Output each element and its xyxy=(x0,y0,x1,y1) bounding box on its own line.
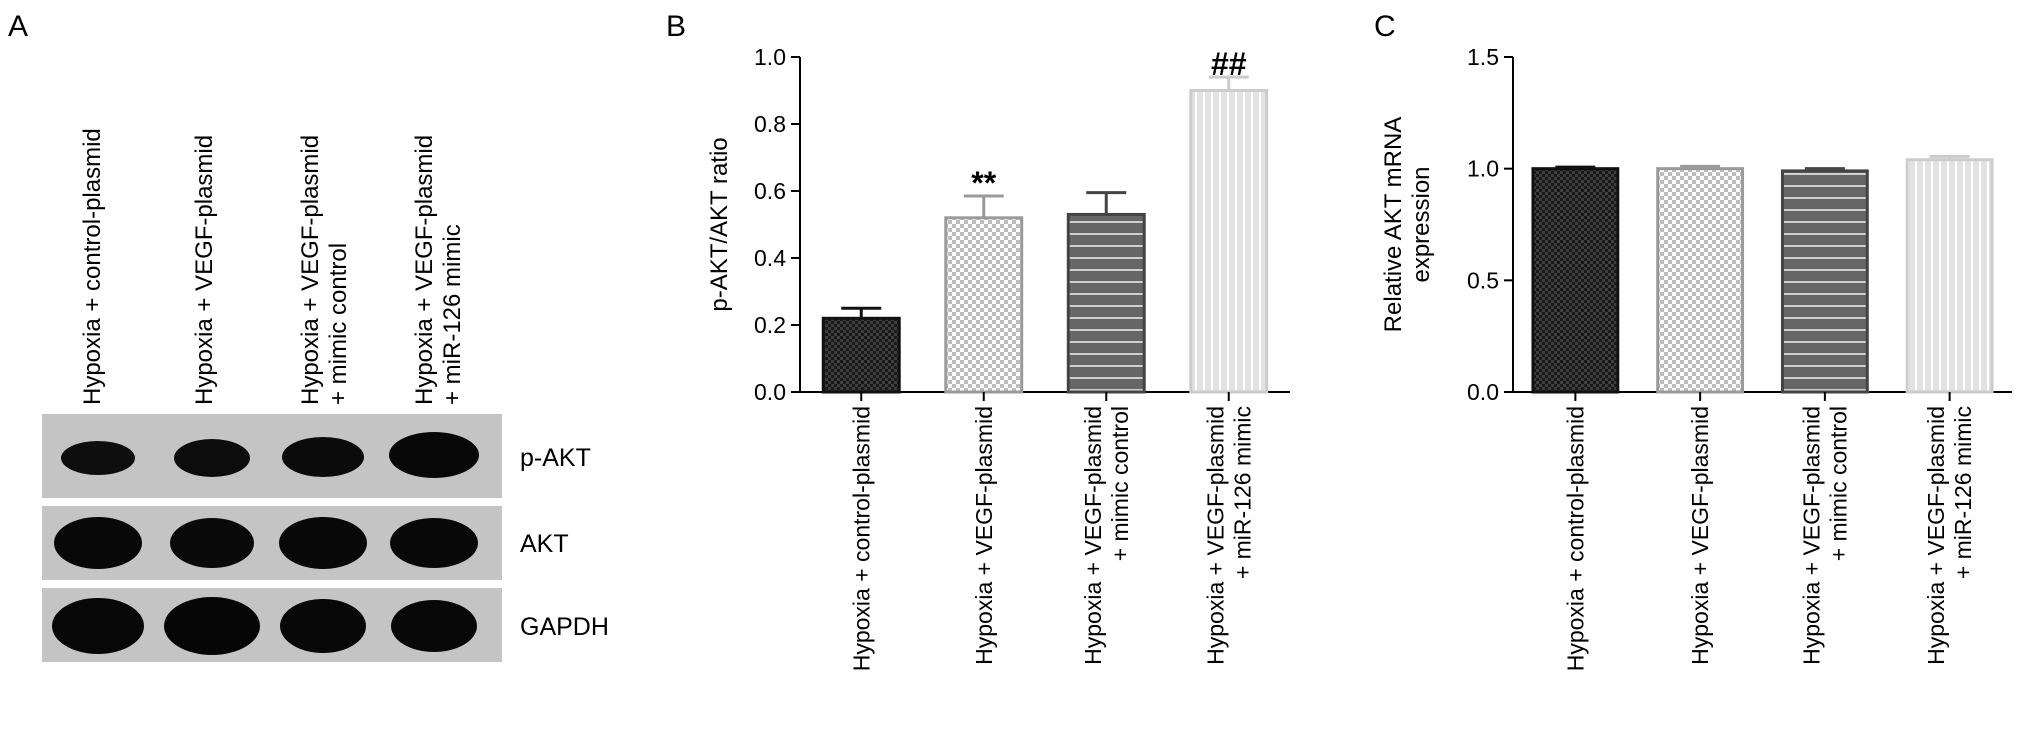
lane-label: Hypoxia + control-plasmid xyxy=(79,128,106,405)
y-tick-label: 0.0 xyxy=(1467,379,1499,405)
bar xyxy=(1905,158,1994,394)
lane-label: + mimic control xyxy=(325,243,352,405)
blot-band xyxy=(282,437,364,477)
significance-label: ## xyxy=(1211,46,1247,82)
band-label-p-akt: p-AKT xyxy=(520,444,591,472)
x-tick-label: + mimic control xyxy=(1107,406,1133,561)
x-tick-label: Hypoxia + VEGF-plasmid xyxy=(1202,406,1228,665)
blot-band xyxy=(164,597,260,655)
blot-band xyxy=(170,518,254,568)
y-tick-label: 1.5 xyxy=(1467,44,1499,70)
x-tick-label: + miR-126 mimic xyxy=(1950,406,1976,579)
bar xyxy=(1780,169,1869,394)
bar xyxy=(944,216,1024,394)
band-label-gapdh: GAPDH xyxy=(520,613,609,641)
y-tick-label: 1.0 xyxy=(754,44,786,70)
y-tick-label: 0.2 xyxy=(754,312,786,338)
blot-band xyxy=(390,518,478,568)
x-tick-label: Hypoxia + VEGF-plasmid xyxy=(1080,406,1106,665)
bar xyxy=(1656,167,1745,394)
y-axis-title: p-AKT/AKT ratio xyxy=(706,137,733,311)
y-tick-label: 0.0 xyxy=(754,379,786,405)
blot-band xyxy=(280,599,366,653)
blot-band xyxy=(52,598,144,654)
y-tick-label: 0.4 xyxy=(754,245,786,271)
blot-band xyxy=(54,517,142,569)
y-axis-title: Relative AKT mRNA xyxy=(1380,117,1407,333)
x-tick-label: Hypoxia + control-plasmid xyxy=(1562,406,1588,671)
blot-band xyxy=(279,517,367,569)
lane-label: Hypoxia + VEGF-plasmid xyxy=(411,135,438,405)
x-tick-label: + mimic control xyxy=(1825,406,1851,561)
x-tick-label: Hypoxia + VEGF-plasmid xyxy=(971,406,997,665)
x-tick-label: Hypoxia + VEGF-plasmid xyxy=(1687,406,1713,665)
lane-label: Hypoxia + VEGF-plasmid xyxy=(297,135,324,405)
western-blot xyxy=(42,414,502,662)
blot-band-labels: p-AKT AKT GAPDH xyxy=(520,444,609,641)
significance-label: ** xyxy=(971,165,996,201)
band-label-akt: AKT xyxy=(520,530,569,558)
lane-label: + miR-126 mimic xyxy=(439,224,466,405)
bar xyxy=(821,316,901,394)
lane-label: Hypoxia + VEGF-plasmid xyxy=(191,135,218,405)
x-tick-label: Hypoxia + VEGF-plasmid xyxy=(1798,406,1824,665)
chart-p-akt-ratio: 0.0 0.2 0.4 0.6 0.8 1.0 p-AKT/AKT ratio Hypoxia… xyxy=(706,44,1290,671)
bar xyxy=(1531,167,1620,394)
y-axis-title: expression xyxy=(1408,166,1435,282)
blot-lane-labels: Hypoxia + control-plasmid Hypoxia + VEGF… xyxy=(79,128,466,405)
blot-band xyxy=(61,441,135,475)
panel-letter-b: B xyxy=(666,10,686,43)
blot-band xyxy=(174,439,250,477)
y-tick-label: 0.8 xyxy=(754,111,786,137)
bar xyxy=(1066,212,1146,394)
y-tick-label: 1.0 xyxy=(1467,156,1499,182)
x-tick-label: + miR-126 mimic xyxy=(1229,406,1255,579)
panel-letter-a: A xyxy=(8,10,28,43)
panel-letter-c: C xyxy=(1374,10,1396,43)
y-tick-label: 0.6 xyxy=(754,178,786,204)
blot-band xyxy=(391,600,477,652)
bar xyxy=(1189,89,1269,394)
chart-akt-mrna: 0.0 0.5 1.0 1.5 Relative AKT mRNA expression H… xyxy=(1380,44,2012,671)
y-tick-label: 0.5 xyxy=(1467,267,1499,293)
x-tick-label: Hypoxia + control-plasmid xyxy=(848,406,874,671)
blot-band xyxy=(389,432,479,478)
x-tick-label: Hypoxia + VEGF-plasmid xyxy=(1923,406,1949,665)
